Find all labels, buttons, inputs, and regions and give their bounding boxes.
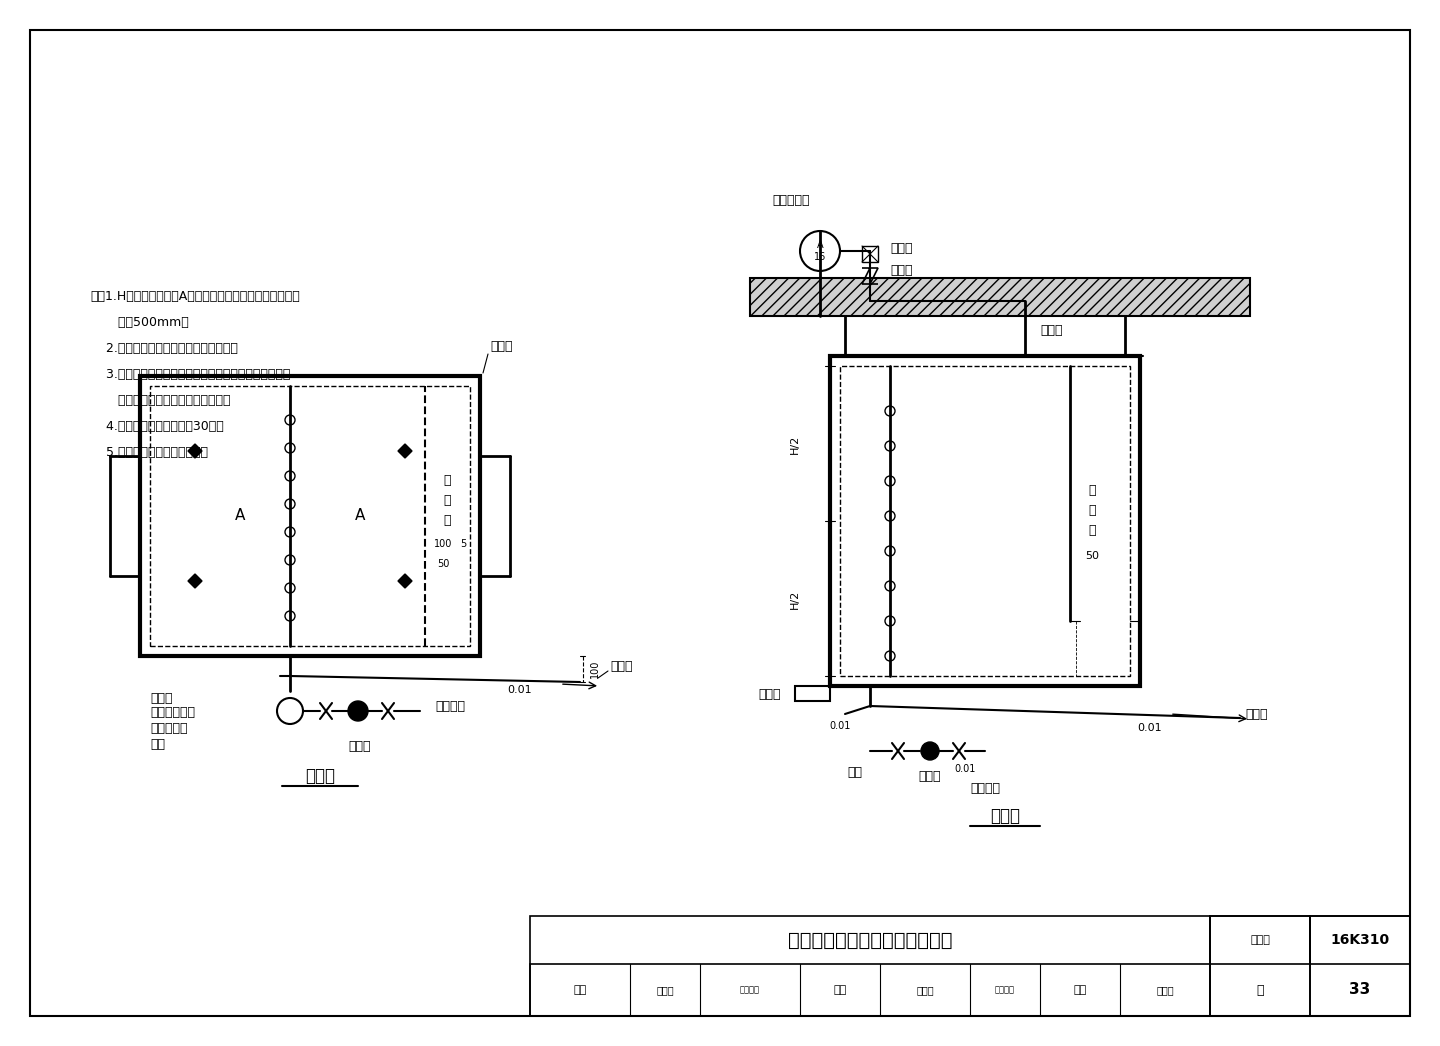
Text: A: A: [816, 240, 824, 250]
Text: 50: 50: [1084, 551, 1099, 561]
Text: 小为500mm。: 小为500mm。: [89, 316, 189, 328]
Text: 疏水器: 疏水器: [348, 740, 372, 752]
Text: 3.冷凝水管、排水管接至排水明沟或机房地漏，具体做: 3.冷凝水管、排水管接至排水明沟或机房地漏，具体做: [89, 367, 291, 381]
Text: A: A: [354, 508, 366, 523]
Bar: [140, 376, 480, 656]
Text: 法由设计人员根据实际情况确定。: 法由设计人员根据实际情况确定。: [89, 393, 230, 407]
Text: 平面图: 平面图: [305, 767, 336, 784]
Text: 冷凝水管: 冷凝水管: [971, 782, 999, 796]
Text: 挡: 挡: [1089, 484, 1096, 498]
Text: 5.图中所注尺寸均为最小值。: 5.图中所注尺寸均为最小值。: [89, 446, 207, 458]
Circle shape: [922, 742, 939, 760]
Bar: [1310, 916, 1410, 964]
Text: 冷凝水管: 冷凝水管: [435, 700, 465, 712]
Text: 50: 50: [436, 559, 449, 569]
Text: 干蒸汽加湿器风管内安装示意图: 干蒸汽加湿器风管内安装示意图: [788, 931, 952, 950]
Text: 校对: 校对: [834, 985, 847, 995]
Text: 闸阀: 闸阀: [150, 737, 166, 750]
Polygon shape: [397, 444, 412, 458]
Text: （签名）: （签名）: [740, 985, 760, 995]
Text: 页: 页: [1256, 983, 1264, 997]
Polygon shape: [397, 574, 412, 588]
Bar: [530, 916, 1210, 1016]
Text: 16: 16: [814, 252, 827, 262]
Text: 图集号: 图集号: [1250, 935, 1270, 945]
Bar: [1210, 916, 1310, 964]
Text: 水: 水: [1089, 504, 1096, 518]
Text: 挡: 挡: [444, 475, 451, 487]
Polygon shape: [189, 574, 202, 588]
Text: 蒸汽管: 蒸汽管: [1040, 324, 1063, 338]
Text: 排水管: 排水管: [1246, 707, 1267, 721]
Text: 蒸汽调节阀: 蒸汽调节阀: [772, 195, 809, 207]
Text: 0.01: 0.01: [955, 764, 976, 774]
Text: 33: 33: [1349, 982, 1371, 998]
Text: H/2: H/2: [791, 589, 801, 609]
Text: 徐立平: 徐立平: [657, 985, 674, 995]
Text: 截止阀: 截止阀: [890, 265, 913, 277]
Bar: [530, 964, 1210, 1016]
Text: 排水管: 排水管: [611, 659, 632, 673]
Text: 5: 5: [459, 539, 467, 549]
Text: 板: 板: [1089, 524, 1096, 538]
Text: 疏水器: 疏水器: [919, 770, 942, 782]
Text: H/2: H/2: [791, 434, 801, 454]
Text: 0.01: 0.01: [1138, 723, 1162, 733]
Text: A: A: [235, 508, 245, 523]
Text: 干蒸汽加湿器: 干蒸汽加湿器: [150, 706, 194, 720]
Bar: [1210, 916, 1310, 1016]
Bar: [1310, 916, 1410, 1016]
Text: 蒸汽调节阀: 蒸汽调节阀: [150, 722, 187, 734]
Text: 100: 100: [590, 660, 600, 678]
Text: 0.01: 0.01: [508, 685, 533, 695]
Text: （签名）: （签名）: [995, 985, 1015, 995]
Text: 审核: 审核: [573, 985, 586, 995]
Circle shape: [348, 701, 369, 721]
Text: 2.加湿器拆下检修，吊顶预留检修口。: 2.加湿器拆下检修，吊顶预留检修口。: [89, 341, 238, 355]
Text: 集水盘: 集水盘: [490, 340, 513, 353]
Text: 100: 100: [433, 539, 452, 549]
Text: 刘海滨: 刘海滨: [916, 985, 933, 995]
Text: 集水盘: 集水盘: [759, 687, 782, 701]
Bar: [863, 246, 878, 262]
Text: 过滤器: 过滤器: [890, 243, 913, 255]
Bar: [750, 278, 1250, 316]
Text: 立面图: 立面图: [991, 808, 1020, 825]
Polygon shape: [189, 444, 202, 458]
Text: 闸阀: 闸阀: [848, 767, 863, 779]
Text: 蒸汽管: 蒸汽管: [150, 691, 173, 705]
Text: 16K310: 16K310: [1331, 933, 1390, 947]
Text: 设计: 设计: [1073, 985, 1087, 995]
Text: 4.安装要求详见本图集第30页。: 4.安装要求详见本图集第30页。: [89, 419, 223, 432]
Text: 宋江波: 宋江波: [1156, 985, 1174, 995]
Text: 水: 水: [444, 495, 451, 507]
Text: 0.01: 0.01: [829, 721, 851, 731]
Bar: [829, 356, 1140, 686]
Text: 注：1.H为加湿器高度；A为挡水板与加湿器之间的距离，最: 注：1.H为加湿器高度；A为挡水板与加湿器之间的距离，最: [89, 290, 300, 302]
Bar: [795, 686, 829, 701]
Text: 板: 板: [444, 515, 451, 527]
